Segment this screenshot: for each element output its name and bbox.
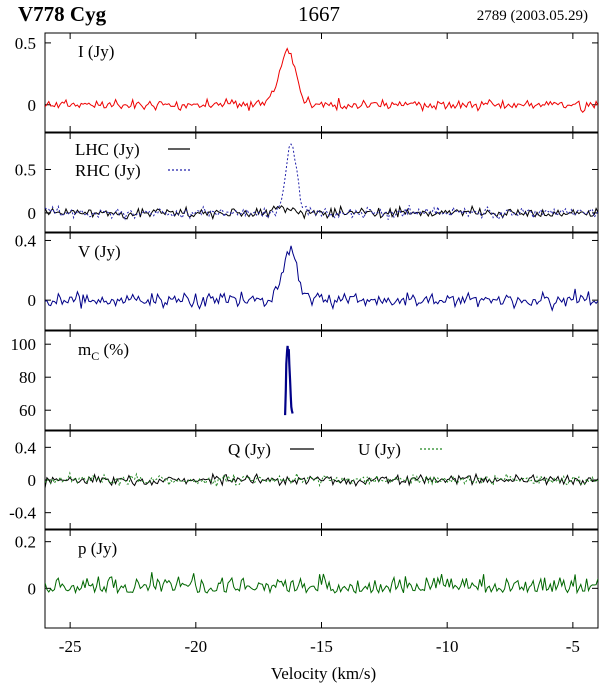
legend-label: RHC (Jy) [75, 161, 141, 180]
y-tick-label: 60 [19, 401, 36, 420]
y-tick-label: 100 [11, 335, 37, 354]
y-tick-label: 0.5 [15, 34, 36, 53]
panel-V: 0 0.4 V (Jy) [15, 231, 599, 331]
series-QU-0 [45, 472, 598, 489]
panel-frame [44, 32, 599, 133]
panel-label-sub: C [91, 349, 99, 363]
series-LR-0 [45, 204, 598, 221]
series-QU-1 [45, 471, 598, 489]
panel-label: I (Jy) [78, 42, 114, 61]
y-tick-label: 0 [28, 96, 37, 115]
legend-label: Q (Jy) [228, 440, 271, 459]
panel-label: p (Jy) [78, 539, 117, 558]
x-tick-label: -15 [310, 637, 333, 656]
observation-id-date: 2789 (2003.05.29) [476, 8, 588, 24]
legend-label: LHC (Jy) [75, 140, 140, 159]
panel-frame [44, 529, 599, 629]
y-tick-label: -0.4 [9, 504, 36, 523]
series-V-0 [45, 245, 598, 312]
y-tick-label: 0.4 [15, 231, 37, 250]
series-mC-0 [284, 345, 294, 416]
panel-frame [44, 430, 599, 530]
star-name: V778 Cyg [18, 2, 107, 26]
panel-label-suffix: (%) [99, 340, 129, 359]
y-tick-label: 0 [28, 204, 37, 223]
y-tick-label: 0 [28, 579, 37, 598]
series-LR-1 [45, 143, 598, 221]
panel-label: mC (%) [78, 340, 129, 363]
y-tick-label: 0.4 [15, 438, 37, 457]
panel-label: V (Jy) [78, 242, 121, 261]
panel-p: 0 0.2 p (Jy) [15, 529, 599, 629]
x-axis-label: Velocity (km/s) [271, 664, 376, 683]
panel-I: 0 0.5 I (Jy) [15, 32, 599, 133]
y-tick-label: 0.5 [15, 160, 36, 179]
series-I-0 [45, 47, 598, 113]
panel-frame [44, 232, 599, 331]
y-tick-label: 0.2 [15, 533, 36, 552]
maser-line-frequency: 1667 [298, 2, 340, 26]
panel-mC: 60 80 100 mC (%) [11, 330, 599, 431]
x-tick-label: -20 [184, 637, 207, 656]
x-tick-label: -10 [436, 637, 459, 656]
y-tick-label: 80 [19, 368, 36, 387]
panel-LR: 0 0.5 LHC (Jy) RHC (Jy) [15, 132, 599, 233]
series-p-0 [45, 572, 598, 595]
x-tick-label: -5 [566, 637, 580, 656]
x-tick-label: -25 [59, 637, 82, 656]
y-tick-label: 0 [28, 471, 37, 490]
y-tick-label: 0 [28, 291, 37, 310]
panel-QU: -0.4 0 0.4 Q (Jy) U (Jy) [9, 430, 599, 530]
legend-label: U (Jy) [358, 440, 401, 459]
